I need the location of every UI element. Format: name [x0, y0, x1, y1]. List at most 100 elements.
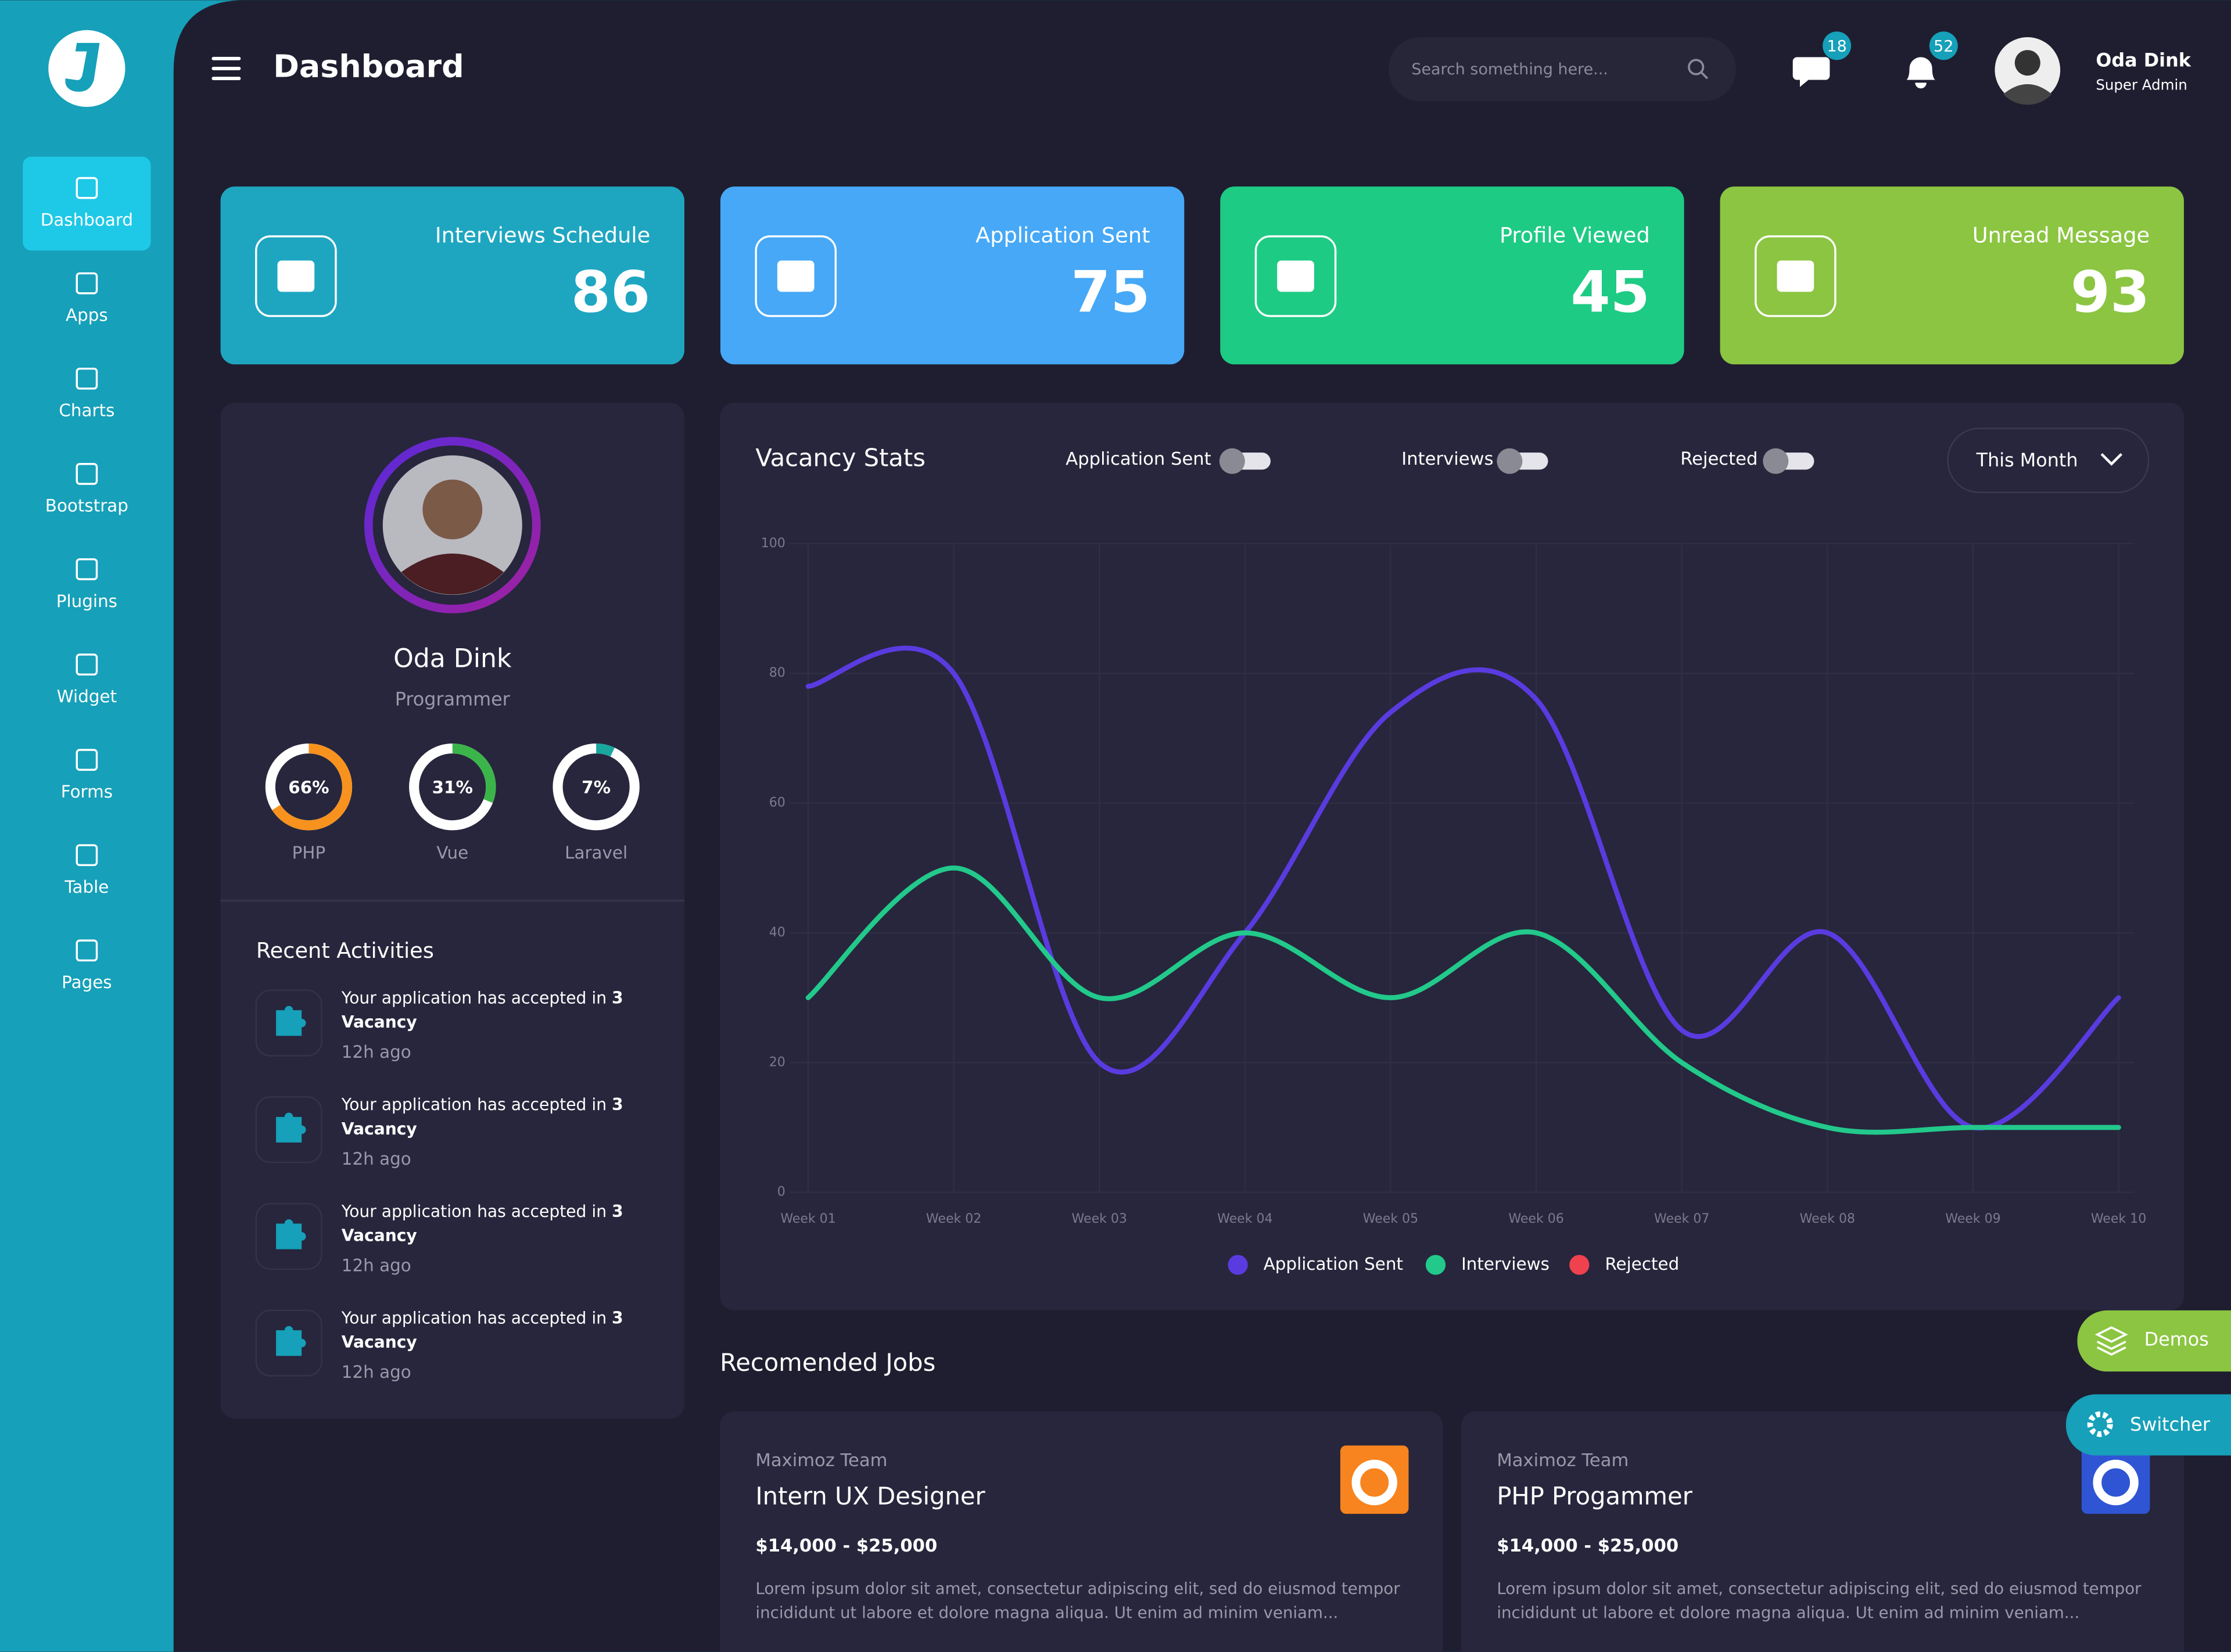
menu-label[interactable]: Apps — [66, 306, 108, 325]
menu-label[interactable]: Plugins — [56, 591, 117, 611]
avatar-head — [2014, 50, 2040, 76]
toggle-label: Application Sent — [1066, 449, 1211, 469]
job-salary: $14,000 - $25,000 — [1497, 1536, 1678, 1556]
donut-arc — [553, 743, 640, 831]
activity-count: 3 — [612, 1095, 623, 1114]
job-logo-mark — [2093, 1460, 2139, 1506]
demos-button[interactable] — [2077, 1310, 2231, 1372]
x-tick-label: Week 04 — [1217, 1212, 1272, 1226]
profile-role: Programmer — [395, 688, 511, 710]
legend-label: Interviews — [1461, 1254, 1549, 1274]
menu-icon[interactable] — [76, 463, 98, 485]
hamburger[interactable] — [211, 56, 241, 80]
puzzle-icon — [276, 1005, 306, 1036]
chart-title: Vacancy Stats — [755, 443, 926, 472]
bell-icon[interactable] — [1906, 57, 1935, 89]
stat-label: Application Sent — [975, 222, 1150, 247]
badge — [1823, 31, 1852, 60]
menu-icon[interactable] — [76, 177, 98, 199]
activity-text-main: Your application has accepted in — [341, 989, 607, 1008]
menu-label[interactable]: Bootstrap — [45, 496, 128, 516]
activity-word: Vacancy — [342, 1119, 417, 1139]
activity-text: Your application has accepted in 3 — [341, 989, 623, 1008]
activity-word: Vacancy — [342, 1333, 417, 1352]
job-description: incididunt ut labore et dolore magna ali… — [1497, 1603, 2079, 1622]
legend-label: Application Sent — [1264, 1254, 1403, 1274]
y-tick-label: 40 — [769, 925, 785, 940]
menu-label[interactable]: Widget — [57, 687, 117, 706]
switcher-label: Switcher — [2130, 1413, 2211, 1435]
legend-swatch — [1425, 1255, 1446, 1275]
menu-icon[interactable] — [76, 367, 98, 390]
toggle-knob — [1219, 448, 1245, 474]
toggle-knob — [1763, 448, 1789, 474]
skill-name: Vue — [436, 843, 468, 863]
series-line — [805, 645, 2121, 1131]
job-description: incididunt ut labore et dolore magna ali… — [755, 1603, 1338, 1622]
photo-body — [401, 554, 504, 595]
legend-label: Rejected — [1605, 1254, 1679, 1274]
chart-card — [720, 403, 2185, 1310]
job-company: Maximoz Team — [1497, 1450, 1629, 1471]
menu-label[interactable]: Forms — [61, 782, 113, 802]
stat-value: 93 — [2071, 260, 2150, 326]
page-title: Dashboard — [273, 48, 464, 85]
avatar-body — [2003, 84, 2052, 105]
series-line — [805, 865, 2121, 1135]
donut-label: 7% — [582, 778, 611, 798]
activity-time: 12h ago — [342, 1149, 411, 1169]
stat-card — [1220, 186, 1684, 365]
job-description: Lorem ipsum dolor sit amet, consectetur … — [755, 1579, 1400, 1598]
messages-icon[interactable] — [1792, 57, 1830, 87]
period-label: This Month — [1976, 449, 2078, 471]
search-box[interactable] — [1389, 37, 1736, 102]
job-title: Intern UX Designer — [755, 1482, 985, 1510]
logo-mark — [65, 42, 100, 92]
menu-label[interactable]: Table — [64, 877, 109, 897]
switcher-button[interactable] — [2065, 1394, 2231, 1456]
stat-value: 86 — [571, 260, 650, 326]
badge — [1929, 31, 1958, 60]
donut-arc — [409, 743, 496, 831]
menu-icon[interactable] — [76, 844, 98, 867]
menu-icon[interactable] — [76, 939, 98, 962]
messages-badge: 18 — [1827, 38, 1846, 56]
demos-icon — [2094, 1326, 2128, 1356]
legend-swatch — [1228, 1255, 1248, 1275]
stat-icon — [1277, 260, 1314, 292]
menu-icon[interactable] — [76, 653, 98, 676]
avatar-ring — [364, 437, 541, 613]
stat-icon-box — [1254, 235, 1337, 317]
period-select[interactable] — [1947, 428, 2150, 493]
x-tick-label: Week 07 — [1654, 1212, 1709, 1226]
user-role: Super Admin — [2096, 76, 2187, 93]
menu-icon[interactable] — [76, 272, 98, 295]
search-icon — [1701, 71, 1709, 80]
user-name: Oda Dink — [2096, 49, 2191, 71]
switcher-icon — [2087, 1411, 2113, 1437]
menu-label[interactable]: Dashboard — [41, 210, 133, 229]
activity-time: 12h ago — [342, 1042, 411, 1062]
stat-icon-box — [1755, 235, 1837, 317]
profile-card — [220, 403, 684, 1418]
skill-name: PHP — [292, 843, 326, 863]
stat-label: Profile Viewed — [1500, 222, 1650, 247]
stat-label: Unread Message — [1972, 222, 2150, 247]
activity-text-main: Your application has accepted in — [341, 1309, 607, 1328]
toggle-knob — [1497, 448, 1523, 474]
menu-label[interactable]: Pages — [62, 972, 112, 992]
stat-value: 75 — [1071, 260, 1150, 326]
activity-count: 3 — [612, 1202, 623, 1221]
menu-label[interactable]: Charts — [59, 401, 114, 421]
toggle-label: Interviews — [1401, 449, 1493, 469]
donut-arc — [265, 743, 353, 831]
activity-icon-box — [255, 989, 322, 1057]
demos-label: Demos — [2144, 1328, 2209, 1350]
menu-icon[interactable] — [76, 558, 98, 580]
job-salary: $14,000 - $25,000 — [755, 1536, 937, 1556]
puzzle-icon — [276, 1112, 306, 1143]
stat-icon-box — [755, 235, 837, 317]
menu-icon[interactable] — [76, 749, 98, 771]
